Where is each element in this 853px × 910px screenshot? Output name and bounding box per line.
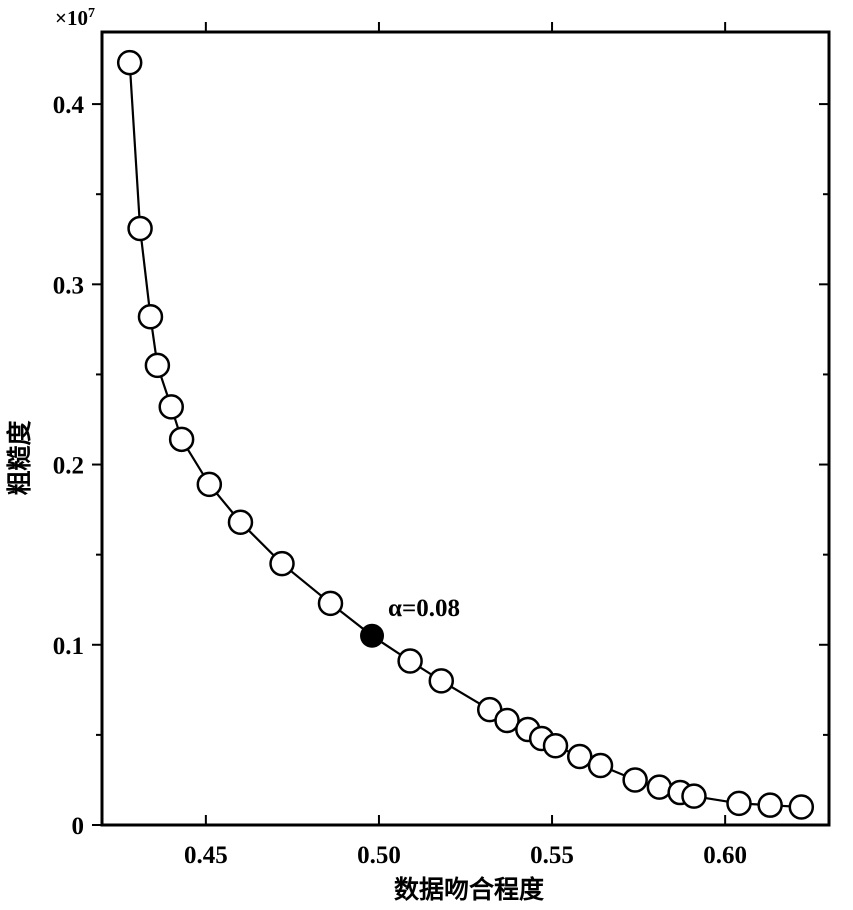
data-point-5: [168, 426, 195, 453]
y-tick-label-4: 0.4: [53, 92, 85, 119]
y-tick-label-2: 0.2: [53, 453, 84, 480]
series-markers: [116, 49, 815, 820]
data-point-3: [144, 352, 171, 379]
data-point-14: [494, 707, 520, 734]
data-point-24: [726, 790, 752, 817]
data-point-25: [757, 792, 783, 818]
x-tick-label-2: 0.55: [530, 842, 574, 869]
x-tick-labels: 0.45 0.50 0.55 0.60: [184, 842, 747, 869]
data-point-19: [587, 752, 614, 779]
highlight-point: [360, 623, 385, 648]
highlight-annotation: α=0.08: [388, 595, 460, 622]
data-point-21: [646, 774, 673, 800]
data-point-4: [158, 394, 184, 420]
axis-ticks: [92, 22, 829, 826]
y-tick-label-3: 0.3: [53, 272, 84, 299]
data-point-1: [127, 215, 153, 242]
x-tick-label-3: 0.60: [703, 842, 747, 869]
plot-frame: [100, 30, 831, 827]
data-point-9: [317, 590, 344, 617]
data-point-0: [116, 49, 143, 76]
data-point-8: [269, 550, 295, 577]
x-tick-label-0: 0.45: [184, 842, 228, 869]
data-point-23: [681, 783, 707, 809]
data-point-17: [542, 732, 569, 759]
data-point-6: [196, 471, 223, 498]
x-tick-label-1: 0.50: [357, 842, 401, 869]
data-point-20: [622, 767, 648, 793]
data-point-11: [397, 648, 423, 674]
y-tick-label-0: 0: [72, 813, 85, 840]
data-point-12: [428, 668, 455, 694]
y-tick-labels: 0 0.1 0.2 0.3 0.4: [53, 92, 85, 840]
data-point-26: [788, 794, 815, 820]
series-line: [128, 62, 802, 809]
data-point-7: [227, 509, 254, 535]
y-scale-label: ×107: [55, 6, 95, 30]
x-axis-title: 数据吻合程度: [394, 875, 544, 904]
y-tick-label-1: 0.1: [53, 633, 84, 660]
y-axis-title: 粗糙度: [5, 420, 34, 495]
data-point-2: [137, 304, 164, 330]
data-point-18: [566, 743, 593, 770]
